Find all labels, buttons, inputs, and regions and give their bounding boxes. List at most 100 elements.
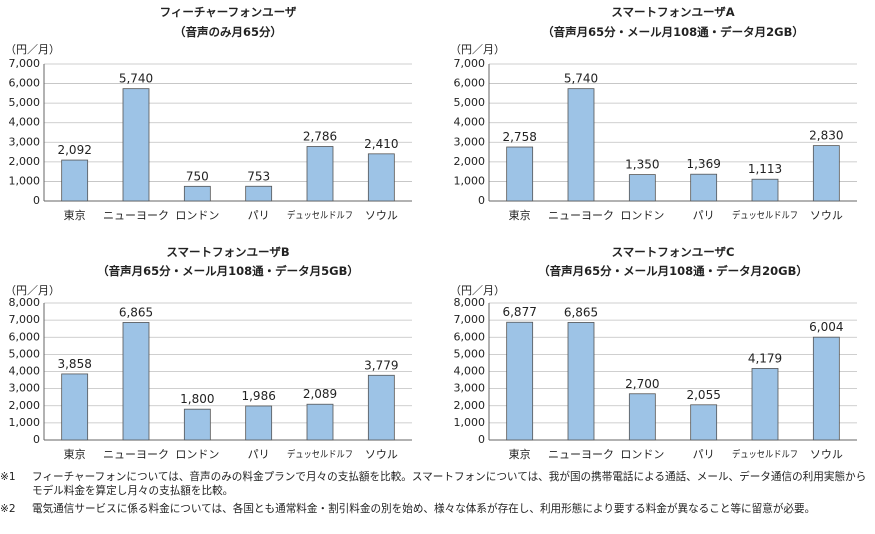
bar bbox=[183, 408, 211, 441]
y-tick-label: 5,000 bbox=[454, 96, 486, 109]
data-label: 753 bbox=[247, 169, 270, 183]
data-label: 1,113 bbox=[748, 162, 782, 176]
data-label: 6,004 bbox=[809, 320, 843, 334]
data-label: 2,830 bbox=[809, 129, 843, 143]
footnote-2: ※2 電気通信サービスに係る料金については、各国とも通常料金・割引料金の別を始め… bbox=[0, 502, 875, 516]
y-axis-unit-label: （円／月） bbox=[5, 284, 60, 297]
y-tick-label: 2,000 bbox=[454, 399, 486, 412]
data-label: 6,865 bbox=[119, 305, 153, 319]
x-category-label: ソウル bbox=[365, 448, 398, 461]
y-tick-label: 7,000 bbox=[454, 313, 486, 326]
y-axis-unit-label: （円／月） bbox=[5, 43, 60, 56]
x-category-label: パリ bbox=[693, 448, 715, 461]
y-tick-label: 8,000 bbox=[9, 296, 41, 309]
data-label: 6,877 bbox=[502, 305, 536, 319]
y-tick-label: 4,000 bbox=[454, 116, 486, 129]
x-category-label: デュッセルドルフ bbox=[287, 449, 353, 461]
y-tick-label: 5,000 bbox=[454, 347, 486, 360]
x-category-label: ソウル bbox=[365, 209, 398, 222]
data-label: 3,779 bbox=[364, 358, 398, 372]
chart-subtitle: （音声月65分・メール月108通・データ月20GB） bbox=[538, 264, 808, 278]
data-label: 1,800 bbox=[180, 392, 214, 406]
y-tick-label: 6,000 bbox=[9, 330, 41, 343]
data-label: 3,858 bbox=[57, 357, 91, 371]
x-category-label: ソウル bbox=[810, 448, 843, 461]
y-tick-label: 3,000 bbox=[454, 382, 486, 395]
y-tick-label: 7,000 bbox=[9, 313, 41, 326]
x-category-label: ロンドン bbox=[620, 448, 664, 461]
x-category-label: ニューヨーク bbox=[103, 209, 169, 222]
data-label: 1,369 bbox=[686, 157, 720, 171]
y-tick-label: 1,000 bbox=[454, 174, 486, 187]
chart-subtitle: （音声のみ月65分） bbox=[174, 25, 282, 39]
bar bbox=[367, 374, 395, 441]
bar bbox=[628, 393, 656, 441]
data-label: 2,089 bbox=[303, 387, 337, 401]
x-category-label: デュッセルドルフ bbox=[732, 449, 798, 461]
data-label: 2,786 bbox=[303, 129, 337, 143]
y-tick-label: 2,000 bbox=[9, 155, 41, 168]
y-tick-label: 3,000 bbox=[9, 382, 41, 395]
x-category-label: 東京 bbox=[64, 447, 86, 461]
footnote-mark: ※2 bbox=[0, 503, 16, 515]
y-tick-label: 4,000 bbox=[9, 116, 41, 129]
data-label: 5,740 bbox=[119, 72, 153, 86]
bar bbox=[751, 368, 779, 441]
x-category-label: 東京 bbox=[509, 208, 531, 222]
y-tick-label: 2,000 bbox=[9, 399, 41, 412]
footnote-1: ※1 フィーチャーフォンについては、音声のみの料金プランで月々の支払額を比較。ス… bbox=[0, 470, 875, 498]
x-category-label: パリ bbox=[693, 209, 715, 222]
y-tick-label: 0 bbox=[478, 433, 485, 446]
footnote-text: 電気通信サービスに係る料金については、各国とも通常料金・割引料金の別を始め、様々… bbox=[32, 503, 816, 515]
y-tick-label: 0 bbox=[33, 194, 40, 207]
y-tick-label: 2,000 bbox=[454, 155, 486, 168]
bar bbox=[751, 178, 779, 202]
bar bbox=[506, 321, 534, 441]
x-category-label: ニューヨーク bbox=[103, 448, 169, 461]
charts-canvas: フィーチャーフォンユーザ （音声のみ月65分） （円／月） 0 1,000 2,000 3,… bbox=[5, 5, 857, 461]
x-category-label: ロンドン bbox=[620, 209, 664, 222]
bar bbox=[628, 174, 656, 202]
chart-title: スマートフォンユーザB bbox=[166, 245, 289, 259]
chart-panel-1: フィーチャーフォンユーザ （音声のみ月65分） （円／月） 0 1,000 2,000 3,… bbox=[5, 5, 412, 222]
y-tick-label: 4,000 bbox=[454, 365, 486, 378]
data-label: 750 bbox=[186, 169, 209, 183]
chart-panel-2: スマートフォンユーザA （音声月65分・メール月108通・データ月2GB） （円／月… bbox=[450, 5, 857, 222]
chart-panel-4: スマートフォンユーザC （音声月65分・メール月108通・データ月20GB） （円／… bbox=[450, 245, 857, 461]
x-category-label: 東京 bbox=[64, 208, 86, 222]
x-category-label: ニューヨーク bbox=[548, 209, 614, 222]
x-category-label: パリ bbox=[248, 448, 270, 461]
x-category-label: ロンドン bbox=[175, 209, 219, 222]
x-category-label: ロンドン bbox=[175, 448, 219, 461]
y-tick-label: 7,000 bbox=[454, 57, 486, 70]
footnote-mark: ※1 bbox=[0, 471, 16, 483]
data-label: 1,350 bbox=[625, 158, 659, 172]
x-category-label: ソウル bbox=[810, 209, 843, 222]
bar bbox=[812, 145, 840, 202]
y-tick-label: 6,000 bbox=[454, 330, 486, 343]
footnote-text: フィーチャーフォンについては、音声のみの料金プランで月々の支払額を比較。スマート… bbox=[32, 471, 867, 497]
data-label: 2,055 bbox=[686, 388, 720, 402]
chart-panel-3: スマートフォンユーザB （音声月65分・メール月108通・データ月5GB） （円／月… bbox=[5, 245, 412, 461]
y-tick-label: 5,000 bbox=[9, 347, 41, 360]
data-label: 2,758 bbox=[502, 130, 536, 144]
data-label: 1,986 bbox=[241, 389, 275, 403]
y-tick-label: 0 bbox=[33, 433, 40, 446]
bar bbox=[245, 185, 273, 202]
bar bbox=[812, 336, 840, 441]
x-category-label: 東京 bbox=[509, 447, 531, 461]
y-tick-label: 1,000 bbox=[454, 416, 486, 429]
data-label: 2,410 bbox=[364, 137, 398, 151]
y-tick-label: 6,000 bbox=[454, 77, 486, 90]
data-label: 6,865 bbox=[564, 305, 598, 319]
y-tick-label: 3,000 bbox=[454, 135, 486, 148]
data-label: 2,700 bbox=[625, 377, 659, 391]
bar bbox=[61, 159, 89, 202]
bar bbox=[690, 404, 718, 441]
y-axis-unit-label: （円／月） bbox=[450, 43, 505, 56]
chart-subtitle: （音声月65分・メール月108通・データ月2GB） bbox=[542, 25, 804, 39]
y-tick-label: 1,000 bbox=[9, 416, 41, 429]
y-tick-label: 1,000 bbox=[9, 174, 41, 187]
x-category-label: デュッセルドルフ bbox=[287, 210, 353, 222]
